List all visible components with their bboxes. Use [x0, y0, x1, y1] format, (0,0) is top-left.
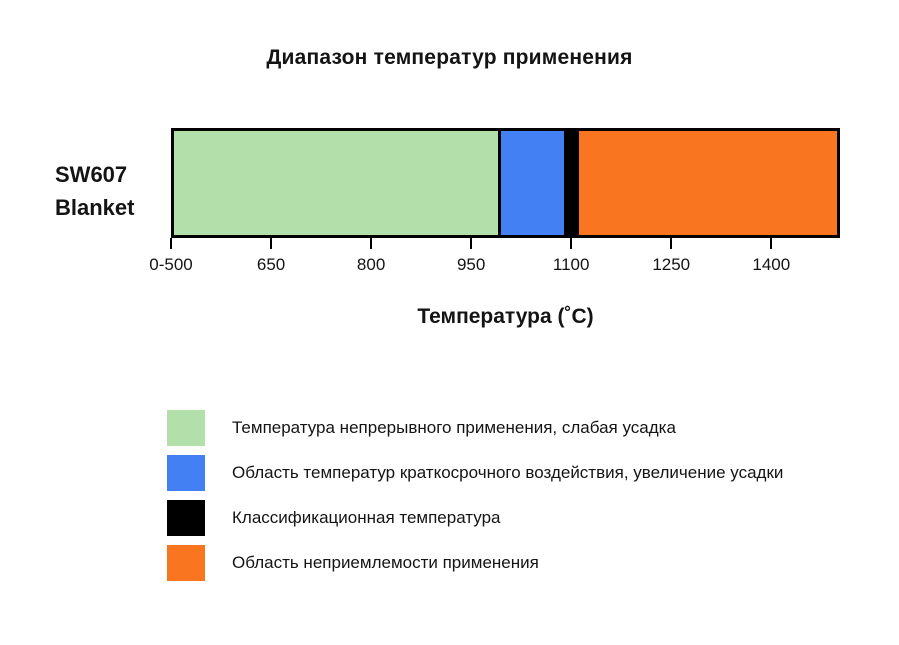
- legend-item-continuous-use: Температура непрерывного применения, сла…: [167, 410, 783, 446]
- chart-title: Диапазон температур применения: [266, 46, 633, 69]
- axis-tick: [270, 238, 273, 249]
- bar-segment-unsuitable: [575, 131, 837, 235]
- axis-tick-label: 0-500: [149, 255, 193, 274]
- series-label-line1: SW607: [55, 162, 128, 187]
- stacked-bar: [171, 128, 840, 238]
- legend-swatch-continuous-use: [167, 410, 205, 446]
- bar-segment-short-term-exposure: [497, 131, 564, 235]
- axis-tick-labels: 0-500 650 800 950 1100 1250 1400: [149, 255, 840, 277]
- x-axis-title: Температура (˚C): [417, 305, 594, 328]
- axis-tick: [470, 238, 473, 249]
- bar-segment-continuous-use: [174, 131, 498, 235]
- series-label-line2: Blanket: [55, 195, 135, 220]
- axis-tick-label: 650: [256, 255, 286, 274]
- axis-tick: [570, 238, 573, 249]
- axis-ticks: [170, 238, 840, 250]
- legend-item-short-term-exposure: Область температур краткосрочного воздей…: [167, 455, 783, 491]
- axis-tick: [770, 238, 773, 249]
- axis-tick: [370, 238, 373, 249]
- legend-item-classification-temperature: Классификационная температура: [167, 500, 783, 536]
- legend-swatch-short-term-exposure: [167, 455, 205, 491]
- legend-swatch-unsuitable: [167, 545, 205, 581]
- axis-tick: [170, 238, 172, 249]
- axis-tick-label: 1100: [552, 255, 590, 274]
- legend-label: Классификационная температура: [232, 508, 501, 527]
- legend-swatch-classification-temperature: [167, 500, 205, 536]
- axis-tick-label: 1250: [652, 255, 691, 274]
- legend-label: Область неприемлемости применения: [232, 553, 539, 572]
- axis-tick-label: 800: [356, 255, 386, 274]
- legend-item-unsuitable: Область неприемлемости применения: [167, 545, 783, 581]
- legend-label: Область температур краткосрочного воздей…: [232, 463, 784, 482]
- legend-label: Температура непрерывного применения, сла…: [232, 418, 676, 437]
- axis-tick-label: 950: [456, 255, 486, 274]
- axis-tick-label: 1400: [752, 255, 791, 274]
- axis-tick: [670, 238, 673, 249]
- legend: Температура непрерывного применения, сла…: [167, 410, 783, 590]
- bar-segment-classification-temperature: [563, 131, 576, 235]
- series-label: SW607 Blanket: [55, 158, 134, 224]
